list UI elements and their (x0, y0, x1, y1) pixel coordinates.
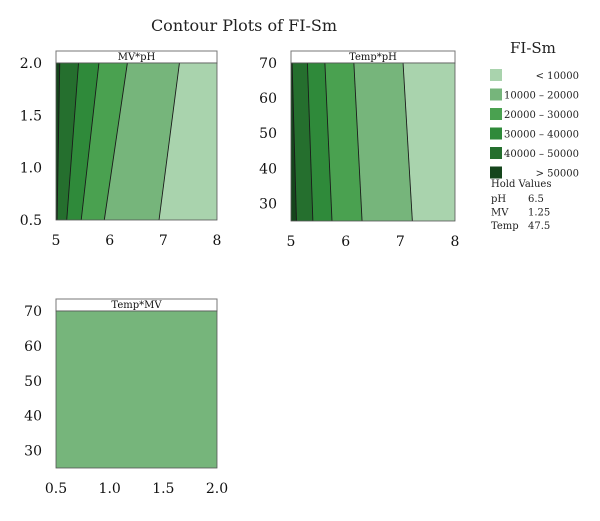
hold-value-number: 6.5 (528, 194, 544, 205)
hold-value-name: pH (491, 194, 506, 205)
legend-label: 40000 – 50000 (504, 149, 579, 160)
contour-line (103, 62, 128, 221)
legend-swatch (490, 88, 502, 101)
y-tick-label: 60 (24, 339, 42, 355)
x-tick-label: 1.5 (152, 481, 174, 497)
legend-swatch (490, 69, 502, 81)
hold-value-number: 47.5 (528, 221, 550, 232)
x-tick-label: 8 (213, 233, 222, 249)
contour-line (402, 62, 413, 222)
contour-band (57, 63, 79, 220)
legend-title: FI-Sm (510, 39, 556, 57)
legend: FI-Sm < 10000 10000 – 20000 20000 – 30000 3… (490, 39, 579, 180)
contour-line (324, 62, 333, 222)
legend-label: 10000 – 20000 (504, 91, 579, 102)
x-tick-label: 8 (451, 234, 460, 250)
panel-strip-label: Temp*MV (111, 300, 162, 311)
contour-band (324, 63, 363, 221)
x-tick-label: 7 (396, 234, 405, 250)
contour-line (291, 62, 297, 222)
x-tick-label: 2.0 (206, 481, 228, 497)
legend-label: 30000 – 40000 (504, 130, 579, 141)
y-tick-label: 30 (259, 196, 277, 212)
x-tick-label: 7 (159, 233, 168, 249)
contour-band (66, 63, 99, 220)
panel-frame (55, 62, 218, 221)
contour-band (353, 63, 413, 221)
y-tick-label: 30 (24, 444, 42, 460)
y-tick-label: 40 (259, 161, 277, 177)
panel-temp-mv: Temp*MV 0.5 1.0 1.5 2.0 30 40 50 60 70 (24, 298, 228, 497)
contour-line (353, 62, 363, 222)
x-tick-label: 0.5 (45, 481, 67, 497)
contour-band (292, 63, 313, 221)
y-tick-label: 0.5 (20, 213, 42, 229)
hold-values: Hold Values pH 6.5 MV 1.25 Temp 47.5 (491, 179, 551, 232)
legend-label: < 10000 (536, 71, 579, 82)
y-tick-label: 70 (259, 56, 277, 72)
contour-band (104, 63, 180, 220)
hold-value-name: Temp (491, 221, 519, 232)
panel-frame (290, 62, 456, 222)
legend-label: > 50000 (536, 169, 579, 180)
x-tick-label: 5 (52, 233, 61, 249)
contour-band (403, 63, 455, 221)
panel-strip-label: MV*pH (118, 52, 156, 63)
panel-frame (55, 310, 218, 469)
y-tick-label: 1.5 (20, 108, 42, 124)
contour-line (56, 62, 61, 221)
contour-line (80, 62, 100, 221)
y-tick-label: 2.0 (20, 56, 42, 72)
panel-strip-label: Temp*pH (349, 52, 397, 63)
contour-band (81, 63, 128, 220)
x-tick-label: 6 (341, 234, 350, 250)
contour-line (306, 62, 314, 222)
y-tick-label: 50 (24, 374, 42, 390)
x-tick-label: 5 (287, 234, 296, 250)
contour-line (66, 62, 79, 221)
y-tick-label: 1.0 (20, 161, 42, 177)
legend-swatch (490, 127, 502, 140)
y-tick-label: 70 (24, 304, 42, 320)
legend-swatch (490, 108, 502, 120)
contour-panels: MV*pH 5 6 7 8 0.5 1.0 1.5 2.0 Temp*pH 5 6 7 8 30 40 50 60… (20, 50, 460, 497)
chart-title: Contour Plots of FI-Sm (150, 16, 338, 35)
legend-label: 20000 – 30000 (504, 110, 579, 121)
x-tick-label: 6 (105, 233, 114, 249)
panel-temp-ph: Temp*pH 5 6 7 8 30 40 50 60 70 (259, 50, 460, 250)
x-tick-label: 1.0 (99, 481, 121, 497)
hold-value-name: MV (491, 208, 509, 219)
hold-value-number: 1.25 (528, 208, 550, 219)
y-tick-label: 60 (259, 91, 277, 107)
legend-swatch (490, 166, 502, 179)
y-tick-label: 40 (24, 409, 42, 425)
contour-band (159, 63, 217, 220)
legend-swatch (490, 147, 502, 159)
contour-band (56, 311, 217, 468)
hold-values-title: Hold Values (491, 179, 551, 190)
y-tick-label: 50 (259, 126, 277, 142)
contour-line (158, 62, 180, 221)
panel-mv-ph: MV*pH 5 6 7 8 0.5 1.0 1.5 2.0 (20, 50, 222, 249)
contour-band (307, 63, 332, 221)
